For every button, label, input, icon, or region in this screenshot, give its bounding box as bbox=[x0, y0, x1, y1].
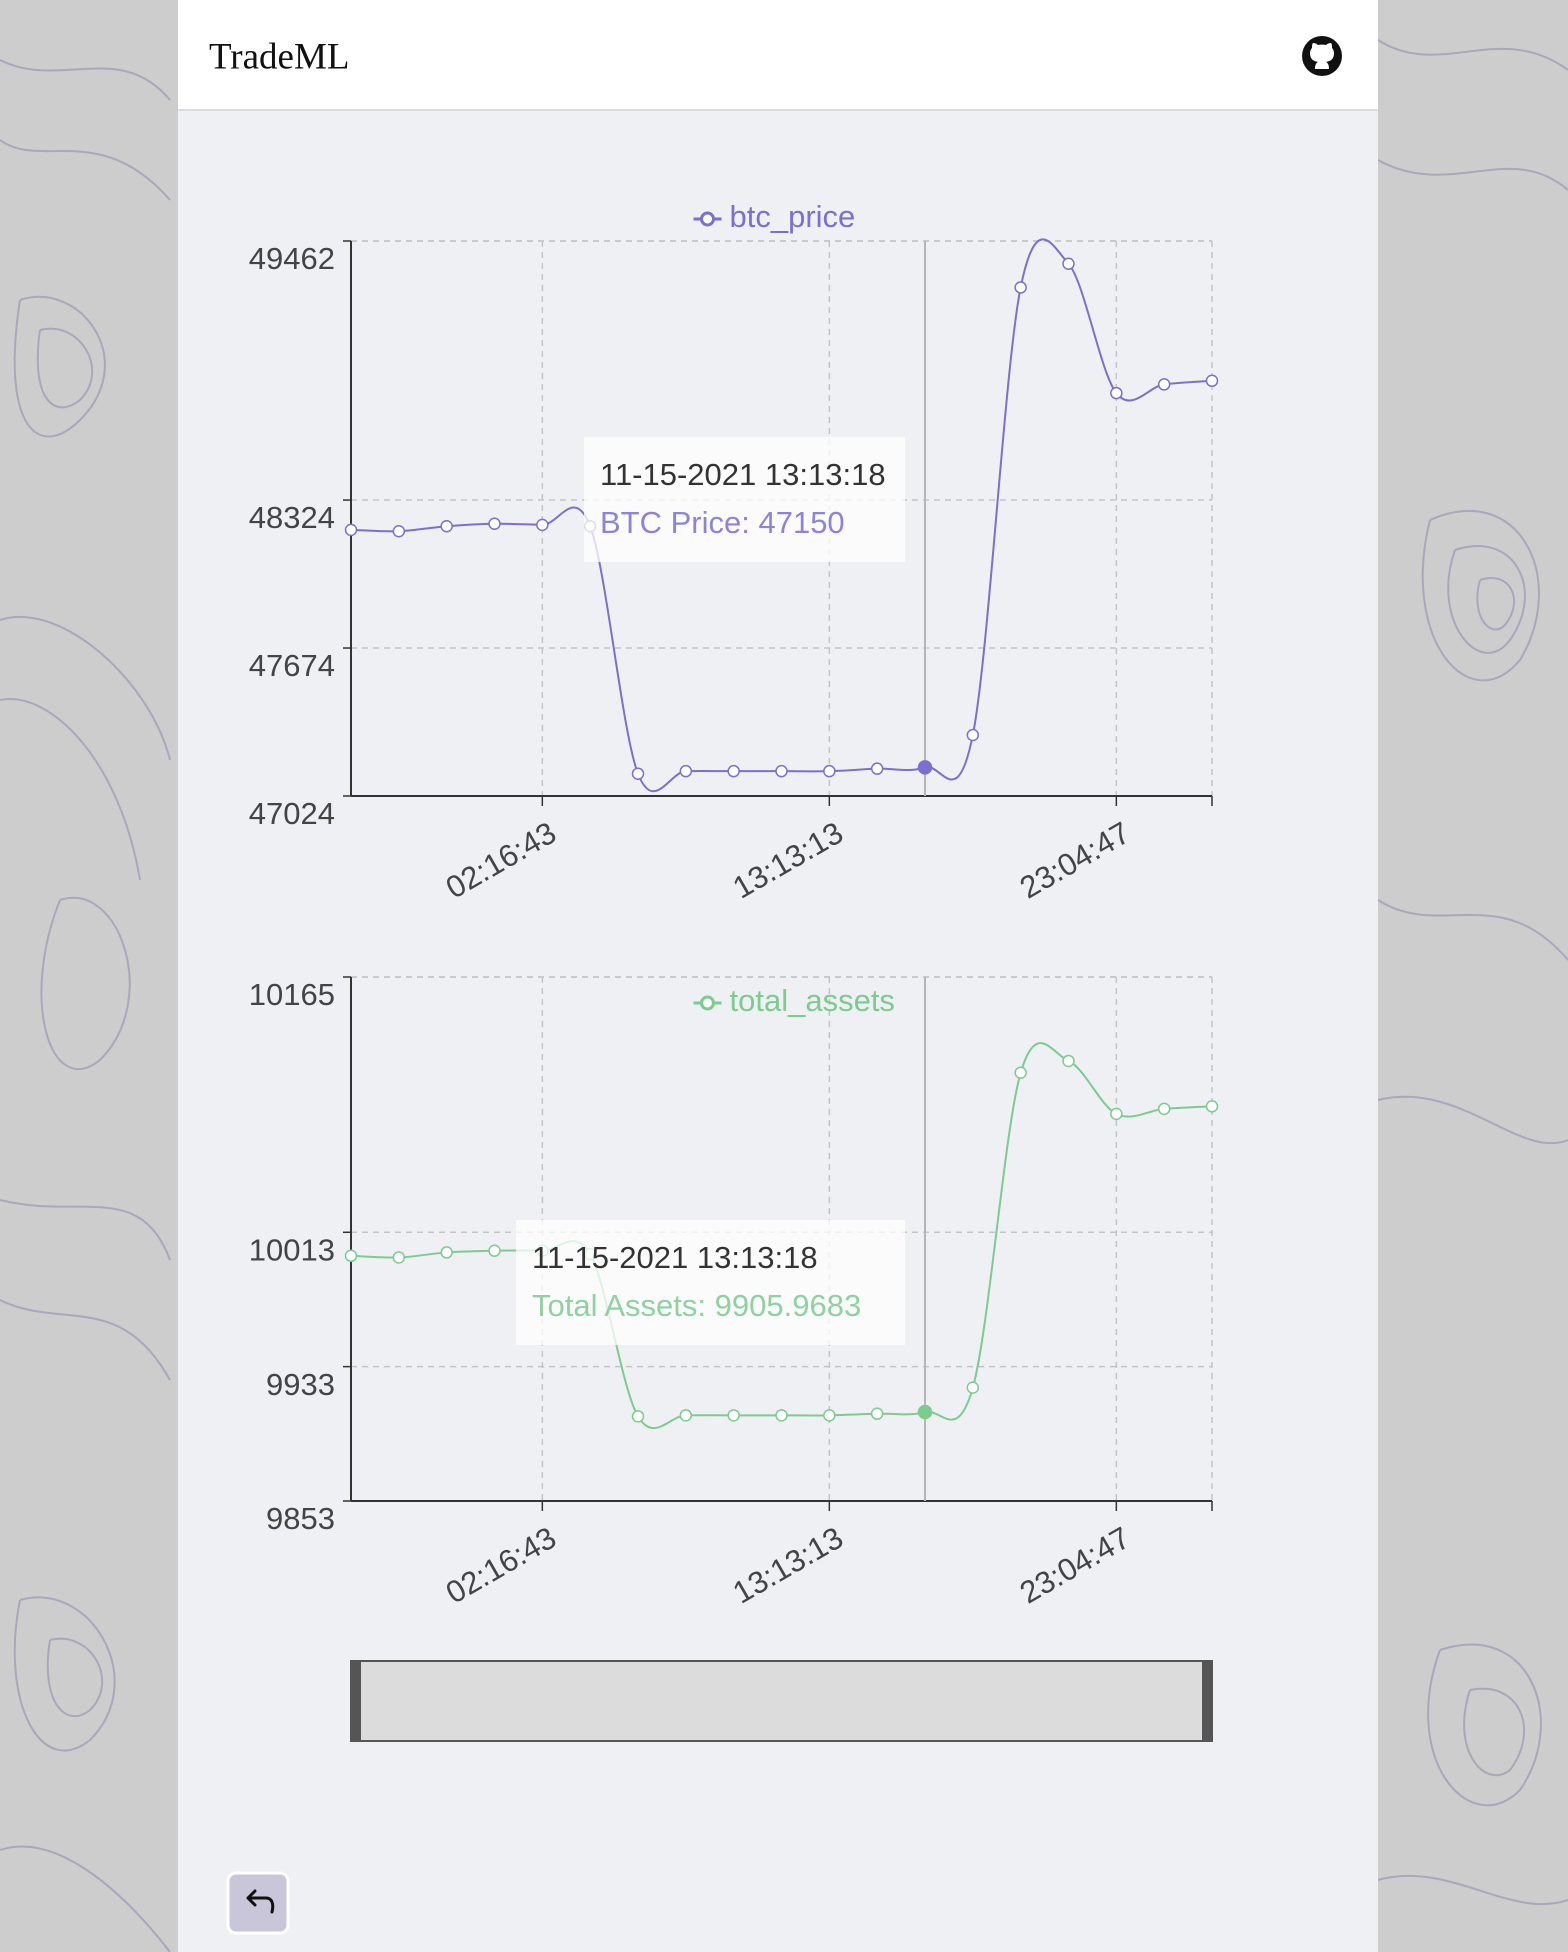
data-point bbox=[679, 764, 693, 778]
data-point bbox=[917, 1404, 933, 1420]
data-point bbox=[775, 764, 788, 778]
legend-icon bbox=[700, 995, 715, 1011]
tooltip bbox=[516, 1220, 905, 1345]
legend-icon bbox=[700, 211, 715, 227]
y-tick-label: 10165 bbox=[249, 977, 335, 1012]
data-point bbox=[1157, 378, 1171, 391]
data-point bbox=[966, 1381, 980, 1394]
data-point bbox=[488, 517, 501, 530]
data-point bbox=[631, 1410, 645, 1423]
tooltip-title: 11-15-2021 13:13:18 bbox=[600, 457, 886, 492]
series-line bbox=[350, 1042, 1213, 1430]
data-point bbox=[966, 728, 980, 742]
data-point bbox=[344, 1249, 358, 1263]
data-point bbox=[917, 760, 933, 775]
data-point bbox=[823, 1409, 836, 1422]
y-tick-label: 47024 bbox=[249, 796, 335, 831]
data-point bbox=[1157, 1102, 1171, 1116]
github-link[interactable] bbox=[1302, 36, 1342, 76]
tooltip bbox=[584, 437, 905, 562]
y-tick-label: 48324 bbox=[249, 500, 335, 535]
legend-label: btc_price bbox=[730, 199, 856, 234]
data-point bbox=[488, 1244, 501, 1258]
data-point bbox=[392, 524, 406, 538]
data-point bbox=[1110, 386, 1123, 400]
tooltip-text: BTC Price: 47150 bbox=[600, 505, 845, 540]
series-line bbox=[350, 238, 1213, 793]
data-point bbox=[870, 1407, 884, 1420]
data-point bbox=[1205, 1100, 1219, 1113]
y-tick-label: 10013 bbox=[249, 1232, 335, 1267]
data-point bbox=[1110, 1107, 1123, 1121]
data-point bbox=[344, 523, 358, 537]
y-tick-label: 9853 bbox=[266, 1501, 335, 1536]
data-point bbox=[440, 519, 453, 533]
y-tick-label: 9933 bbox=[266, 1367, 335, 1402]
data-point bbox=[631, 767, 645, 780]
data-point bbox=[1014, 281, 1027, 294]
data-point bbox=[392, 1251, 406, 1264]
data-point bbox=[727, 764, 740, 778]
data-point bbox=[1205, 374, 1219, 388]
tooltip-text: Total Assets: 9905.9683 bbox=[532, 1288, 861, 1323]
data-point bbox=[1014, 1066, 1027, 1079]
data-zoom-slider[interactable] bbox=[350, 1660, 1213, 1742]
data-point bbox=[870, 762, 884, 775]
y-tick-label: 49462 bbox=[249, 241, 335, 276]
topo-pattern bbox=[0, 39, 1568, 1952]
data-point bbox=[536, 518, 549, 532]
data-point bbox=[775, 1409, 788, 1422]
y-tick-label: 47674 bbox=[249, 648, 335, 683]
tooltip-title: 11-15-2021 13:13:18 bbox=[532, 1240, 818, 1275]
header bbox=[178, 0, 1378, 110]
app-title: TradeML bbox=[209, 36, 349, 77]
data-point bbox=[1062, 257, 1075, 271]
data-point bbox=[679, 1409, 693, 1422]
back-button[interactable] bbox=[226, 1871, 290, 1935]
legend-label: total_assets bbox=[730, 983, 895, 1018]
data-point bbox=[440, 1246, 453, 1259]
data-point bbox=[1062, 1054, 1075, 1068]
data-point bbox=[823, 764, 836, 778]
main-panel bbox=[178, 0, 1378, 1952]
data-point bbox=[727, 1409, 740, 1422]
